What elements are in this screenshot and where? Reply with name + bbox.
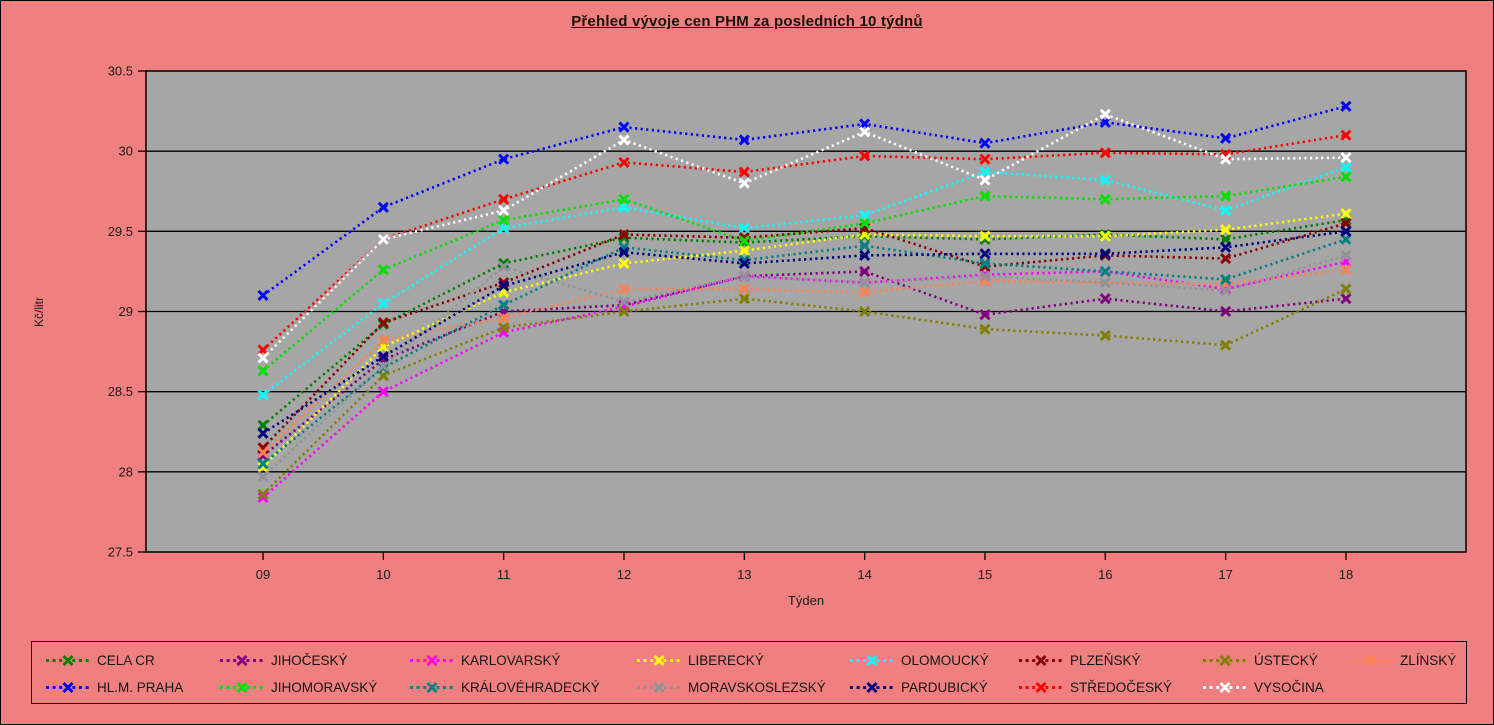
y-tick-label: 28.5 bbox=[108, 384, 133, 399]
series-line-CELA CR bbox=[262, 218, 1347, 427]
legend-item-label: ZLÍNSKÝ bbox=[1400, 652, 1457, 668]
legend-box: CELA CR JIHOČESKÝ KARLOVARSKÝ LIBERECKÝ OLOM… bbox=[31, 641, 1467, 704]
legend-marker-icon bbox=[220, 654, 264, 666]
legend-item: KRÁLOVÉHRADECKÝ bbox=[410, 677, 600, 697]
y-tick-label: 30.5 bbox=[108, 64, 133, 79]
series-line-LIBERECKÝ bbox=[262, 212, 1347, 468]
x-tick-label: 12 bbox=[617, 567, 631, 582]
legend-item: JIHOMORAVSKÝ bbox=[220, 677, 377, 697]
legend-marker-icon bbox=[1203, 654, 1247, 666]
legend-item: STŘEDOČESKÝ bbox=[1019, 677, 1172, 697]
legend-item: PLZEŇSKÝ bbox=[1019, 650, 1141, 670]
x-tick-label: 17 bbox=[1218, 567, 1232, 582]
series-markers-VYSOČINA bbox=[257, 108, 1352, 364]
legend-item-label: KARLOVARSKÝ bbox=[461, 652, 561, 668]
series-line-MORAVSKOSLEZSKÝ bbox=[262, 254, 1347, 478]
legend-marker-icon bbox=[850, 681, 894, 693]
series-markers-PARDUBICKÝ bbox=[257, 225, 1352, 439]
legend-item: MORAVSKOSLEZSKÝ bbox=[637, 677, 826, 697]
series-line-KARLOVARSKÝ bbox=[262, 260, 1347, 499]
legend-item-label: JIHOMORAVSKÝ bbox=[271, 679, 378, 695]
y-tick-label: 30 bbox=[119, 144, 133, 159]
y-axis-title-wrap: Kč/litr bbox=[19, 71, 59, 552]
series-line-JIHOČESKÝ bbox=[262, 270, 1347, 457]
series-markers-LIBERECKÝ bbox=[257, 208, 1352, 473]
legend-item: PARDUBICKÝ bbox=[850, 677, 988, 697]
legend-item-label: STŘEDOČESKÝ bbox=[1070, 679, 1173, 695]
legend-item-label: PARDUBICKÝ bbox=[901, 679, 988, 695]
series-line-PARDUBICKÝ bbox=[262, 230, 1347, 435]
chart-title: Přehled vývoje cen PHM za posledních 10 … bbox=[571, 13, 923, 30]
y-tick-label: 29.5 bbox=[108, 224, 133, 239]
legend-item-label: LIBERECKÝ bbox=[688, 652, 764, 668]
series-line-PLZEŇSKÝ bbox=[262, 222, 1347, 449]
series-line-HL.M. PRAHA bbox=[262, 105, 1347, 297]
x-tick-label: 13 bbox=[737, 567, 751, 582]
x-axis-title: Týden bbox=[787, 593, 825, 608]
series-markers-JIHOMORAVSKÝ bbox=[257, 171, 1352, 377]
legend-marker-icon bbox=[410, 654, 454, 666]
legend-item-label: ÚSTECKÝ bbox=[1254, 652, 1318, 668]
legend-item: ÚSTECKÝ bbox=[1203, 650, 1318, 670]
legend-item-label: VYSOČINA bbox=[1254, 679, 1324, 695]
x-tick-label: 09 bbox=[256, 567, 270, 582]
x-tick-label: 14 bbox=[857, 567, 871, 582]
legend-item-label: MORAVSKOSLEZSKÝ bbox=[688, 679, 826, 695]
legend-item-label: OLOMOUCKÝ bbox=[901, 652, 989, 668]
legend-marker-icon bbox=[46, 654, 90, 666]
series-markers-HL.M. PRAHA bbox=[257, 100, 1352, 302]
legend-item: OLOMOUCKÝ bbox=[850, 650, 989, 670]
legend-marker-icon bbox=[637, 654, 681, 666]
legend-item: LIBERECKÝ bbox=[637, 650, 764, 670]
legend-item: VYSOČINA bbox=[1203, 677, 1324, 697]
legend-item: HL.M. PRAHA bbox=[46, 677, 183, 697]
series-line-OLOMOUCKÝ bbox=[262, 165, 1347, 396]
legend-item: JIHOČESKÝ bbox=[220, 650, 348, 670]
legend-marker-icon bbox=[220, 681, 264, 693]
legend-item: KARLOVARSKÝ bbox=[410, 650, 561, 670]
legend-item: ZLÍNSKÝ bbox=[1349, 650, 1456, 670]
x-tick-label: 15 bbox=[978, 567, 992, 582]
series-line-ZLÍNSKÝ bbox=[262, 268, 1347, 454]
series-line-ÚSTECKÝ bbox=[262, 287, 1347, 496]
legend-item-label: PLZEŇSKÝ bbox=[1070, 652, 1141, 668]
legend-item-label: KRÁLOVÉHRADECKÝ bbox=[461, 679, 600, 695]
legend-item-label: CELA CR bbox=[97, 652, 155, 668]
legend-item: CELA CR bbox=[46, 650, 155, 670]
series-markers-MORAVSKOSLEZSKÝ bbox=[257, 249, 1352, 483]
x-tick-label: 10 bbox=[376, 567, 390, 582]
legend-marker-icon bbox=[410, 681, 454, 693]
series-line-VYSOČINA bbox=[262, 112, 1346, 359]
x-tick-label: 11 bbox=[497, 567, 511, 582]
series-markers-OLOMOUCKÝ bbox=[257, 161, 1352, 401]
series-line-STŘEDOČESKÝ bbox=[262, 133, 1347, 351]
series-markers-ÚSTECKÝ bbox=[257, 283, 1352, 500]
legend-marker-icon bbox=[46, 681, 90, 693]
legend-marker-icon bbox=[1019, 681, 1063, 693]
legend-item-label: HL.M. PRAHA bbox=[97, 679, 184, 695]
legend-item-label: JIHOČESKÝ bbox=[271, 652, 348, 668]
x-tick-label: 16 bbox=[1098, 567, 1112, 582]
plot-border bbox=[145, 70, 1467, 553]
legend-marker-icon bbox=[850, 654, 894, 666]
y-tick-label: 28 bbox=[119, 464, 133, 479]
y-tick-label: 29 bbox=[119, 304, 133, 319]
legend-marker-icon bbox=[1203, 681, 1247, 693]
legend-marker-icon bbox=[1019, 654, 1063, 666]
legend-marker-icon bbox=[637, 681, 681, 693]
legend-marker-icon bbox=[1349, 654, 1393, 666]
y-axis-title: Kč/litr bbox=[32, 296, 46, 327]
x-tick-label: 18 bbox=[1339, 567, 1353, 582]
y-tick-label: 27.5 bbox=[108, 545, 133, 560]
